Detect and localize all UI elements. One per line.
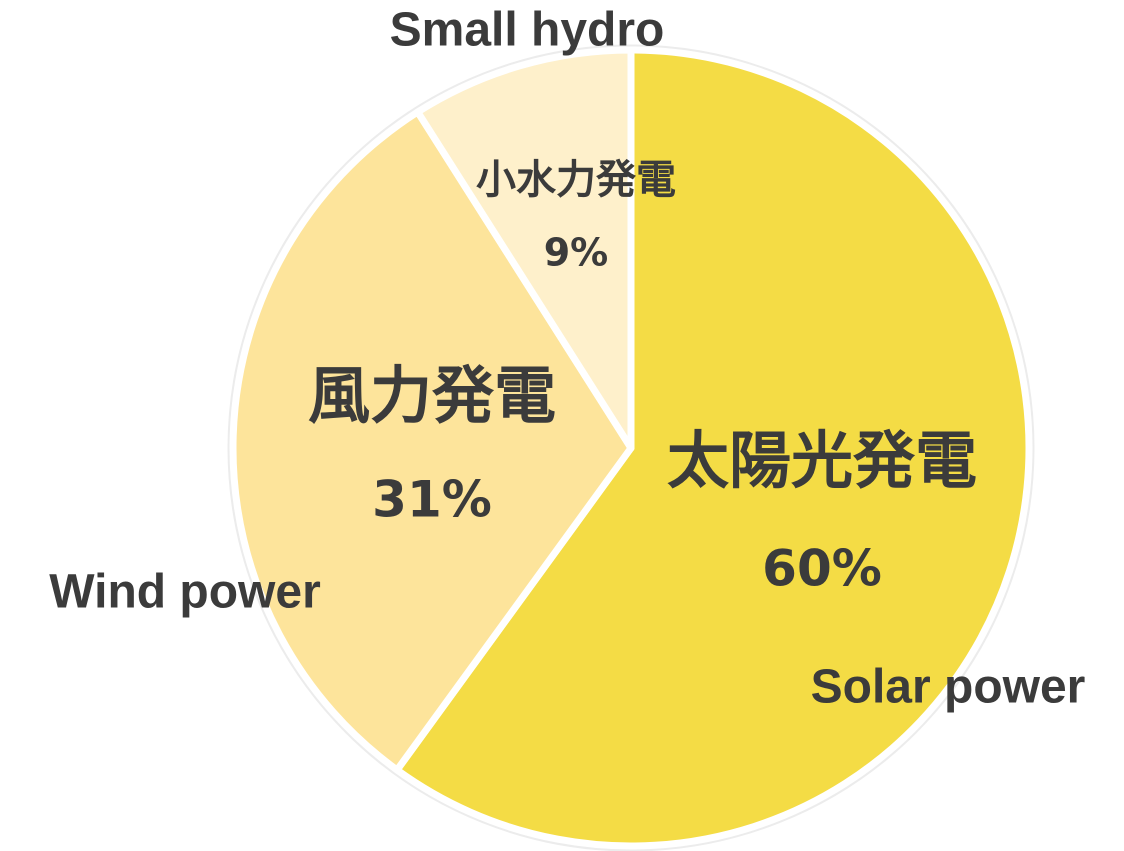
slice-label: 風力発電	[308, 359, 556, 432]
slice-label: 小水力発電	[476, 157, 676, 203]
pie-slice	[393, 46, 1033, 850]
value-label: 60%	[762, 540, 882, 598]
value-label: 9%	[544, 231, 609, 275]
english-label: Wind power	[49, 566, 321, 619]
pie-slice	[229, 108, 635, 774]
english-label: Small hydro	[390, 4, 665, 57]
pie-outline	[227, 44, 1035, 851]
pie-slice	[414, 46, 635, 452]
value-label: 31%	[372, 471, 492, 529]
slice-label: 太陽光発電	[667, 424, 977, 497]
english-label: Solar power	[811, 661, 1086, 714]
